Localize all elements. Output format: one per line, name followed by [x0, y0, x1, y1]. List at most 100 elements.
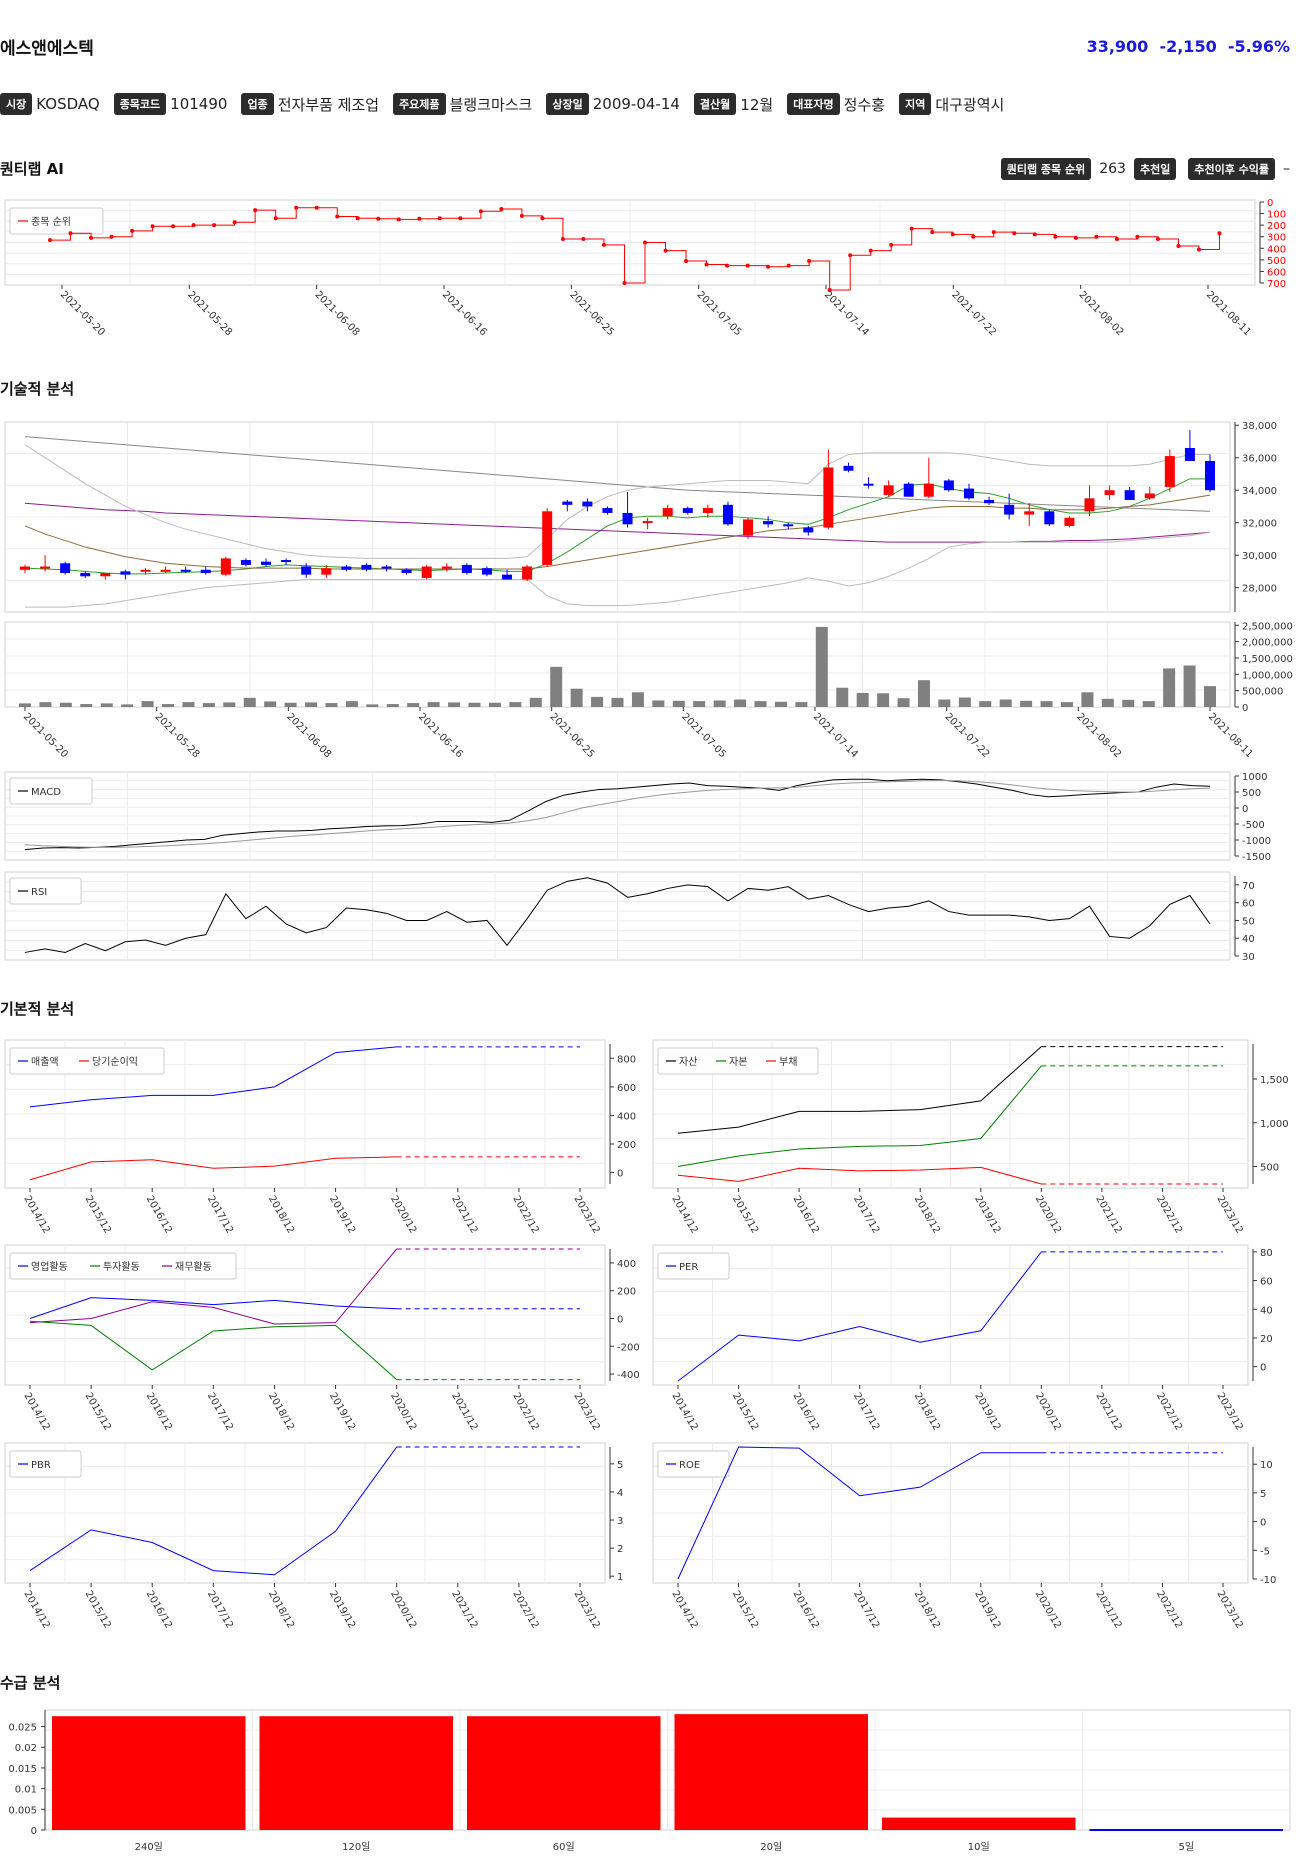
volume-bar — [774, 701, 787, 707]
y-tick-label: 60 — [1260, 1277, 1273, 1288]
candle-body — [160, 569, 171, 572]
rank-point — [335, 214, 340, 219]
rank-point — [930, 230, 935, 235]
y-tick-label: 0.015 — [8, 1764, 37, 1775]
category-tick-label: 2015/12 — [83, 1194, 113, 1235]
rank-point — [191, 223, 196, 228]
category-tick-label: 2023/12 — [1214, 1589, 1244, 1630]
rank-point — [1217, 231, 1222, 236]
y-tick-label: 30,000 — [1242, 551, 1277, 562]
volume-bar — [488, 702, 501, 707]
volume-bar — [897, 698, 910, 707]
candle-body — [1144, 493, 1155, 499]
volume-bar — [427, 702, 440, 707]
rank-point — [109, 234, 114, 239]
volume-bar — [631, 692, 644, 707]
volume-bar — [19, 703, 31, 707]
rank-point — [704, 262, 709, 267]
y-tick-label: 400 — [617, 1259, 636, 1270]
category-tick-label: 2015/12 — [730, 1589, 760, 1630]
y-tick-label: 600 — [617, 1083, 636, 1094]
y-tick-label: 500 — [1260, 1163, 1279, 1174]
candle-body — [582, 501, 593, 507]
category-tick-label: 2020/12 — [388, 1589, 418, 1630]
legend-label: 영업활동 — [31, 1260, 68, 1273]
category-tick-label: 2020/12 — [388, 1391, 418, 1432]
candle-body — [1044, 511, 1055, 525]
y-tick-label: 70 — [1242, 881, 1255, 892]
category-tick-label: 2019/12 — [972, 1194, 1002, 1235]
category-tick-label: 2019/12 — [972, 1391, 1002, 1432]
category-tick-label: 2023/12 — [571, 1194, 601, 1235]
y-tick-label: 5 — [617, 1460, 623, 1471]
candle-body — [823, 467, 834, 528]
category-tick-label: 2022/12 — [510, 1391, 540, 1432]
category-tick-label: 2021/12 — [449, 1589, 479, 1630]
volume-bar — [80, 704, 93, 707]
price-bb_upper-line — [24, 444, 1210, 559]
stock-info-bar: 시장 KOSDAQ 종목코드 101490 업종 전자부품 제조업 주요제품 블랭크마스… — [0, 93, 1018, 115]
y-tick-label: 0.02 — [15, 1743, 37, 1754]
volume-bar — [39, 702, 52, 707]
legend-box — [9, 1450, 82, 1478]
category-tick-label: 2022/12 — [1154, 1391, 1184, 1432]
y-tick-label: 0 — [31, 1826, 37, 1837]
price-ma120-line — [24, 436, 1211, 512]
candle-body — [783, 524, 794, 527]
legend-label: 투자활동 — [103, 1260, 140, 1273]
section-supply-title: 수급 분석 — [0, 1674, 61, 1692]
y-tick-label: 0.025 — [8, 1723, 37, 1734]
category-tick-label: 2014/12 — [669, 1589, 699, 1630]
category-tick-label: 2023/12 — [571, 1589, 601, 1630]
candle-body — [502, 574, 513, 580]
candle-body — [240, 560, 251, 565]
category-tick-label: 2022/12 — [510, 1194, 540, 1235]
volume-bar — [1081, 692, 1094, 707]
candle-body — [361, 564, 372, 570]
rank-point — [1155, 237, 1160, 242]
legend-label: 당기순이익 — [92, 1056, 138, 1068]
candle-body — [461, 564, 472, 574]
legend-label: 재무활동 — [175, 1260, 212, 1273]
rank-point — [766, 264, 771, 269]
rank-value: 263 — [1099, 161, 1126, 177]
rank-point — [212, 223, 217, 228]
fiscal-month-label: 결산월 — [693, 93, 737, 115]
roe-series-line — [677, 1446, 1042, 1580]
y-tick-label: 500,000 — [1242, 687, 1283, 698]
macd-macd-line — [24, 778, 1211, 851]
section-fundamental-title: 기본적 분석 — [0, 1000, 75, 1018]
rank-point — [991, 230, 996, 235]
y-tick-label: 0 — [1242, 804, 1248, 815]
y-tick-label: 100 — [1267, 210, 1286, 221]
y-tick-label: 0 — [1260, 1363, 1266, 1374]
category-tick-label: 2018/12 — [266, 1194, 296, 1235]
y-tick-label: 300 — [1267, 233, 1286, 244]
cashflow-series-line — [29, 1320, 397, 1380]
volume-bar — [284, 702, 297, 707]
rank-label: 퀀티랩 종목 순위 — [1000, 158, 1092, 180]
volume-bar — [611, 697, 624, 707]
category-tick-label: 2017/12 — [205, 1391, 235, 1432]
volume-bar — [182, 702, 195, 707]
candle-body — [1084, 498, 1095, 512]
y-tick-label: 20 — [1260, 1334, 1273, 1345]
volume-bar — [1101, 698, 1114, 707]
category-tick-label: 2021/12 — [1093, 1589, 1123, 1630]
volume-bar — [570, 688, 583, 707]
fiscal-month-value: 12월 — [740, 95, 774, 114]
legend-label: MACD — [31, 787, 61, 798]
category-tick-label: 2014/12 — [669, 1194, 699, 1235]
volume-bar — [305, 702, 318, 707]
category-tick-label: 10일 — [968, 1841, 990, 1853]
category-tick-label: 2022/12 — [510, 1589, 540, 1630]
price-quote: 33,900 -2,150 -5.96% — [1087, 37, 1290, 56]
rank-point — [868, 248, 873, 253]
rank-point — [848, 253, 853, 258]
legend-box — [9, 877, 82, 905]
rank-point — [827, 287, 832, 292]
code-label: 종목코드 — [113, 93, 167, 115]
category-tick-label: 2017/12 — [851, 1589, 881, 1630]
legend-box — [9, 777, 93, 805]
rec-date-label: 추천일 — [1133, 158, 1177, 180]
